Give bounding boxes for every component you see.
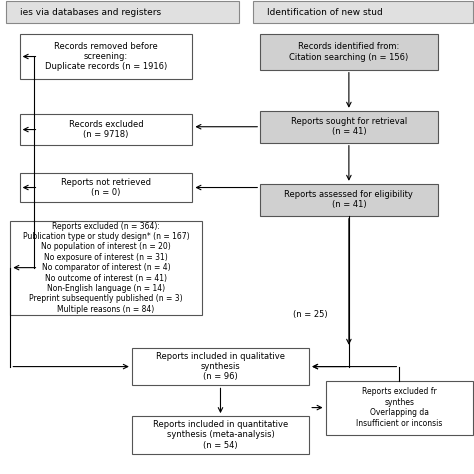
FancyBboxPatch shape [132, 348, 309, 385]
Text: (n = 25): (n = 25) [293, 310, 328, 319]
FancyBboxPatch shape [326, 381, 473, 435]
Text: Reports sought for retrieval
(n = 41): Reports sought for retrieval (n = 41) [291, 117, 407, 137]
Text: Reports not retrieved
(n = 0): Reports not retrieved (n = 0) [61, 178, 151, 197]
Text: ies via databases and registers: ies via databases and registers [20, 8, 161, 17]
FancyBboxPatch shape [20, 173, 192, 201]
FancyBboxPatch shape [20, 35, 192, 79]
FancyBboxPatch shape [20, 115, 192, 145]
FancyBboxPatch shape [260, 35, 438, 70]
FancyBboxPatch shape [10, 220, 202, 315]
FancyBboxPatch shape [253, 1, 473, 23]
Text: Records identified from:
Citation searching (n = 156): Records identified from: Citation search… [289, 42, 409, 62]
Text: Reports assessed for eligibility
(n = 41): Reports assessed for eligibility (n = 41… [284, 190, 413, 210]
Text: Records excluded
(n = 9718): Records excluded (n = 9718) [69, 120, 144, 139]
FancyBboxPatch shape [6, 1, 239, 23]
Text: Identification of new stud: Identification of new stud [267, 8, 383, 17]
FancyBboxPatch shape [260, 111, 438, 143]
Text: Records removed before
screening:
Duplicate records (n = 1916): Records removed before screening: Duplic… [45, 42, 167, 72]
FancyBboxPatch shape [260, 184, 438, 216]
Text: Reports included in quantitative
synthesis (meta-analysis)
(n = 54): Reports included in quantitative synthes… [153, 420, 288, 450]
FancyBboxPatch shape [132, 416, 309, 454]
Text: Reports excluded (n = 364):
Publication type or study design* (n = 167)
No popul: Reports excluded (n = 364): Publication … [23, 221, 190, 314]
Text: Reports excluded fr
synthes
Overlapping da
Insufficient or inconsis: Reports excluded fr synthes Overlapping … [356, 387, 443, 428]
Text: Reports included in qualitative
synthesis
(n = 96): Reports included in qualitative synthesi… [156, 352, 285, 382]
